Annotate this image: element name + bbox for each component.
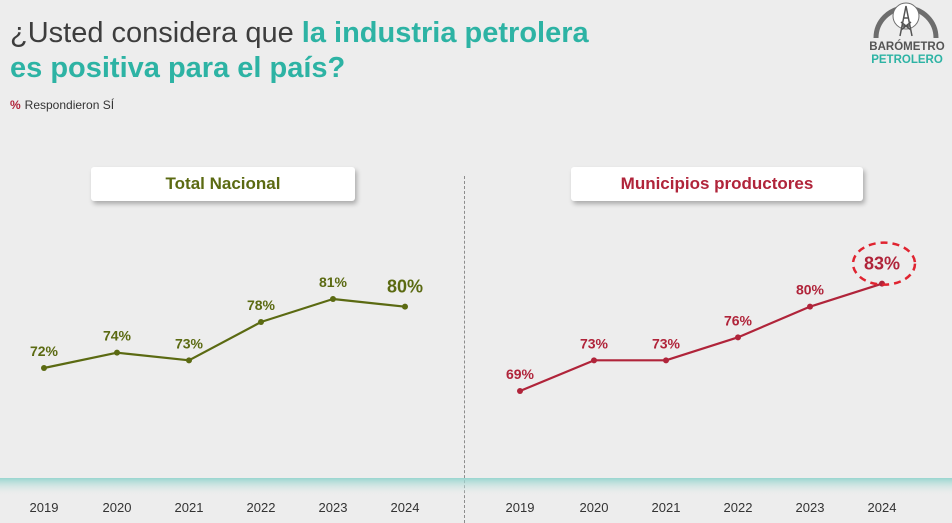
highlight-circle-municipios	[851, 241, 917, 286]
x-tick-nacional-2020: 2020	[103, 500, 132, 515]
note-text: Respondieron SÍ	[24, 98, 115, 112]
x-tick-municipios-2020: 2020	[580, 500, 609, 515]
chart-title-total-nacional: Total Nacional	[91, 167, 355, 201]
barometro-petrolero-logo: BARÓMETRO PETROLERO	[869, 2, 945, 66]
data-label-nacional-2019: 72%	[30, 343, 59, 359]
data-point-municipios-2021	[663, 357, 669, 364]
data-label-municipios-2022: 76%	[724, 312, 753, 328]
data-label-nacional-2024: 80%	[387, 277, 423, 297]
panel-divider	[464, 176, 465, 523]
data-label-nacional-2020: 74%	[103, 328, 132, 344]
data-point-municipios-2020	[591, 357, 597, 364]
data-point-nacional-2023	[330, 296, 336, 302]
x-tick-nacional-2022: 2022	[247, 500, 276, 515]
x-tick-nacional-2021: 2021	[175, 500, 204, 515]
data-label-municipios-2019: 69%	[506, 366, 535, 382]
title-highlight: la industria petrolera	[301, 17, 589, 49]
data-label-nacional-2023: 81%	[319, 274, 348, 290]
data-point-municipios-2022	[735, 334, 741, 341]
response-note: % Respondieron SÍ	[10, 98, 114, 112]
data-point-nacional-2021	[186, 357, 192, 364]
logo-line2: PETROLERO	[871, 54, 943, 66]
title-line2: es positiva para el país?	[10, 52, 346, 84]
chart-title-municipios: Municipios productores	[571, 167, 863, 201]
page-title: ¿Usted considera que la industria petrol…	[10, 16, 589, 86]
x-tick-nacional-2019: 2019	[30, 500, 59, 515]
x-tick-municipios-2024: 2024	[868, 500, 897, 515]
data-point-nacional-2019	[41, 365, 47, 371]
data-label-nacional-2022: 78%	[247, 297, 276, 313]
data-point-municipios-2019	[517, 388, 523, 394]
data-point-nacional-2020	[114, 349, 120, 356]
data-point-municipios-2023	[807, 303, 813, 310]
logo-line1: BARÓMETRO	[869, 40, 944, 53]
x-tick-municipios-2021: 2021	[652, 500, 681, 515]
series-line-municipios	[519, 282, 883, 393]
data-label-municipios-2024: 83%	[864, 254, 900, 274]
note-percent-symbol: %	[10, 98, 21, 112]
oil-derrick-icon	[873, 2, 939, 39]
x-tick-nacional-2023: 2023	[319, 500, 348, 515]
x-tick-municipios-2023: 2023	[796, 500, 825, 515]
title-prefix: ¿Usted considera que	[10, 17, 302, 49]
x-tick-municipios-2019: 2019	[506, 500, 535, 515]
data-point-nacional-2024	[402, 303, 408, 310]
data-label-municipios-2023: 80%	[796, 282, 825, 298]
bottom-band	[0, 478, 952, 496]
data-label-nacional-2021: 73%	[175, 335, 204, 351]
data-label-municipios-2020: 73%	[580, 335, 609, 351]
data-label-municipios-2021: 73%	[652, 335, 681, 351]
x-tick-municipios-2022: 2022	[724, 500, 753, 515]
data-point-nacional-2022	[258, 319, 264, 325]
series-line-nacional	[43, 297, 406, 370]
x-tick-nacional-2024: 2024	[391, 500, 420, 515]
